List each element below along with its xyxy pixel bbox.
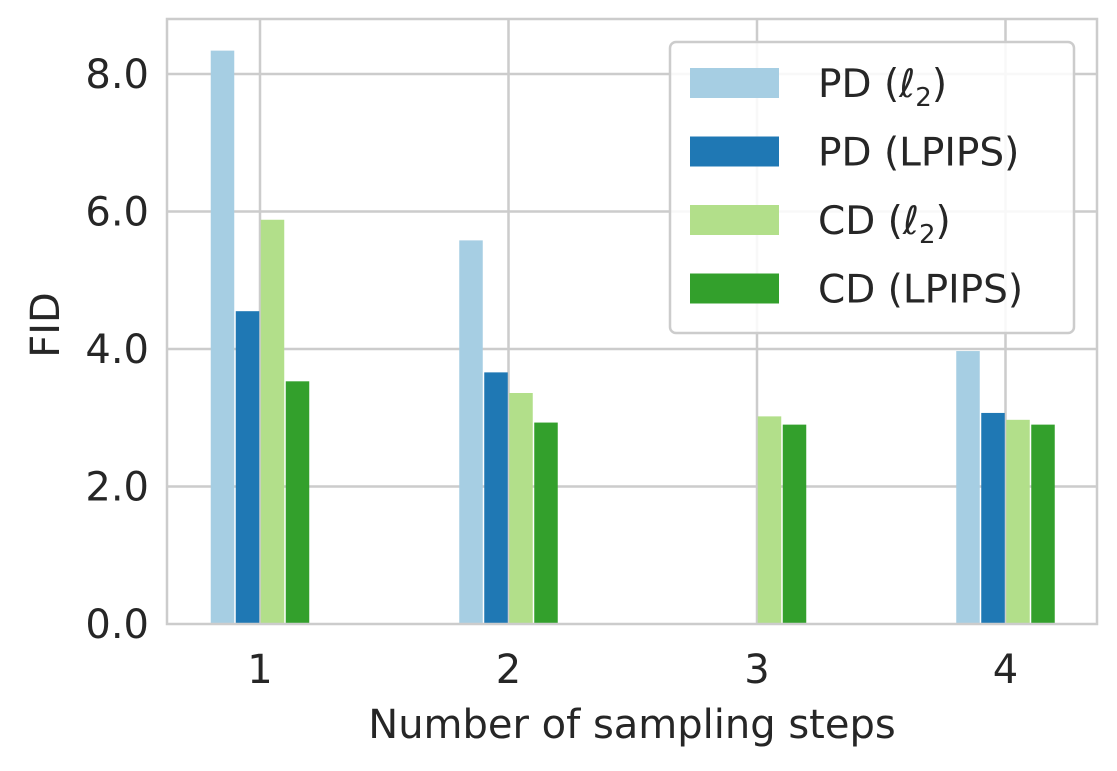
legend-label-main: PD (LPIPS) [818,131,1019,176]
legend-swatch [690,273,779,304]
bar [981,412,1005,624]
bar [484,372,508,624]
legend-swatch [690,205,779,235]
legend-swatch [690,68,779,98]
y-tick-label: 4.0 [85,327,149,373]
legend-label-subscript: 2 [915,83,932,113]
legend-label-tail: ) [932,62,947,107]
bar [956,351,980,624]
legend-label-main: CD (ℓ [818,199,919,244]
legend: PD (ℓ2)PD (LPIPS)CD (ℓ2)CD (LPIPS) [668,40,1076,335]
legend-label: PD (ℓ2) [818,62,947,113]
legend-label-main: CD (LPIPS) [818,268,1023,313]
bar [782,424,807,624]
plot-frame [165,17,1099,626]
y-tick-label: 2.0 [85,465,149,511]
x-axis-label: Number of sampling steps [368,702,895,748]
legend-label: CD (ℓ2) [818,199,951,250]
x-tick-label: 1 [247,647,272,693]
bar [210,50,235,624]
bar [1031,424,1055,624]
bar [285,381,310,624]
y-tick-label: 6.0 [85,190,149,236]
legend-label-tail: ) [936,199,951,244]
legend-label: PD (LPIPS) [818,131,1019,176]
bar [534,422,558,624]
bar [509,393,533,624]
x-tick-label: 2 [496,647,521,693]
bar [235,311,260,624]
legend-frame [668,40,1076,335]
y-tick-label: 8.0 [85,52,149,98]
legend-swatch [690,136,779,167]
bar [459,240,483,624]
legend-label-main: PD (ℓ [818,62,915,107]
bar [260,219,285,624]
y-axis-label: FID [23,292,69,358]
bars-layer [210,50,1055,624]
legend-label: CD (LPIPS) [818,268,1023,313]
x-tick-label: 3 [744,647,769,693]
bar [1006,419,1030,624]
y-tick-label: 0.0 [85,602,149,648]
legend-label-subscript: 2 [919,220,936,250]
ticks-layer: 0.0 2.0 4.0 6.0 8.0 1 2 3 4 [85,52,1018,693]
x-tick-label: 4 [993,647,1018,693]
bar [757,416,782,624]
